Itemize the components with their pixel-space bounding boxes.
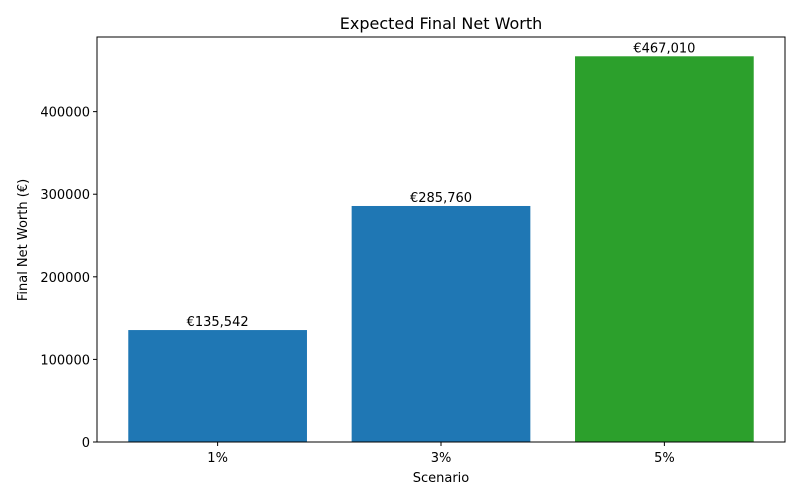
y-tick-label: 0 <box>82 436 90 451</box>
chart-title: Expected Final Net Worth <box>340 14 543 33</box>
axes-frame <box>96 36 786 443</box>
y-tick-label: 300000 <box>40 188 90 203</box>
data-label: €135,542 <box>187 315 249 330</box>
x-tick-label: 5% <box>654 451 675 466</box>
data-label: €467,010 <box>633 41 695 56</box>
x-tick-label: 3% <box>431 451 452 466</box>
y-tick-label: 200000 <box>40 271 90 286</box>
bar-5% <box>575 56 754 443</box>
x-axis-label: Scenario <box>413 471 470 486</box>
data-label: €285,760 <box>410 191 472 206</box>
y-tick-label: 400000 <box>40 106 90 121</box>
bar-1% <box>128 330 307 442</box>
y-axis-label: Final Net Worth (€) <box>16 179 31 301</box>
y-tick-label: 100000 <box>40 353 90 368</box>
x-tick-label: 1% <box>207 451 228 466</box>
bar-3% <box>351 205 531 442</box>
